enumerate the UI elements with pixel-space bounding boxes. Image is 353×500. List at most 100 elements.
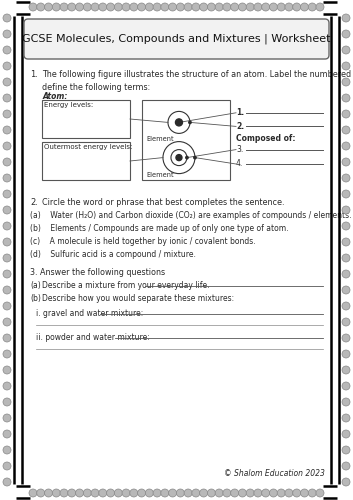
Circle shape (138, 3, 145, 11)
Circle shape (176, 3, 184, 11)
Circle shape (3, 174, 11, 182)
Circle shape (200, 489, 208, 497)
Text: 1.: 1. (30, 70, 38, 79)
Circle shape (231, 489, 239, 497)
Circle shape (342, 414, 350, 422)
Text: 4.: 4. (236, 160, 243, 168)
Circle shape (3, 94, 11, 102)
Circle shape (3, 286, 11, 294)
Circle shape (254, 3, 262, 11)
Circle shape (176, 154, 182, 160)
Circle shape (161, 489, 169, 497)
Circle shape (68, 489, 76, 497)
Circle shape (208, 3, 215, 11)
Circle shape (342, 238, 350, 246)
Text: (a)    Water (H₂O) and Carbon dioxide (CO₂) are examples of compounds / elements: (a) Water (H₂O) and Carbon dioxide (CO₂)… (30, 211, 352, 220)
Text: Energy levels:: Energy levels: (44, 102, 93, 108)
Circle shape (122, 3, 130, 11)
Circle shape (3, 62, 11, 70)
Text: (b): (b) (30, 294, 41, 303)
Circle shape (91, 489, 99, 497)
Text: Outermost energy levels:: Outermost energy levels: (44, 144, 132, 150)
Circle shape (169, 3, 176, 11)
Circle shape (3, 78, 11, 86)
Circle shape (99, 489, 107, 497)
Circle shape (223, 3, 231, 11)
Circle shape (3, 14, 11, 22)
Circle shape (91, 3, 99, 11)
Circle shape (3, 430, 11, 438)
Bar (42, 100, 130, 138)
Circle shape (262, 3, 270, 11)
Text: (a): (a) (30, 281, 41, 290)
Text: 3.: 3. (236, 145, 243, 154)
Circle shape (3, 446, 11, 454)
Circle shape (145, 489, 153, 497)
Circle shape (3, 366, 11, 374)
Circle shape (342, 14, 350, 22)
Text: 2.: 2. (236, 122, 244, 131)
Text: 1.: 1. (236, 108, 244, 118)
Circle shape (3, 238, 11, 246)
Circle shape (300, 489, 309, 497)
Circle shape (300, 3, 309, 11)
Text: Composed of:: Composed of: (236, 134, 295, 143)
Circle shape (114, 3, 122, 11)
Circle shape (3, 478, 11, 486)
Circle shape (3, 318, 11, 326)
Circle shape (3, 206, 11, 214)
Circle shape (3, 270, 11, 278)
Circle shape (3, 254, 11, 262)
Circle shape (277, 489, 285, 497)
Text: GCSE Molecules, Compounds and Mixtures | Worksheet: GCSE Molecules, Compounds and Mixtures |… (22, 34, 331, 44)
Circle shape (161, 3, 169, 11)
Text: (b)    Elements / Compounds are made up of only one type of atom.: (b) Elements / Compounds are made up of … (30, 224, 288, 233)
Circle shape (184, 489, 192, 497)
Circle shape (138, 489, 145, 497)
Text: Element: Element (146, 136, 174, 142)
Text: Element: Element (146, 172, 174, 178)
Circle shape (3, 46, 11, 54)
Circle shape (308, 489, 316, 497)
Circle shape (342, 350, 350, 358)
Text: Describe how you would separate these mixtures:: Describe how you would separate these mi… (42, 294, 234, 303)
Circle shape (44, 3, 53, 11)
Circle shape (342, 430, 350, 438)
Circle shape (200, 3, 208, 11)
Circle shape (130, 3, 138, 11)
Circle shape (208, 489, 215, 497)
Circle shape (169, 489, 176, 497)
Circle shape (342, 462, 350, 470)
Circle shape (3, 414, 11, 422)
Circle shape (308, 3, 316, 11)
Circle shape (37, 489, 45, 497)
Circle shape (342, 382, 350, 390)
Circle shape (37, 3, 45, 11)
Circle shape (342, 158, 350, 166)
Text: i. gravel and water mixture:: i. gravel and water mixture: (36, 309, 143, 318)
Circle shape (194, 156, 196, 159)
Text: Circle the word or phrase that best completes the sentence.: Circle the word or phrase that best comp… (42, 198, 285, 207)
Circle shape (130, 489, 138, 497)
Circle shape (342, 30, 350, 38)
Circle shape (316, 3, 324, 11)
Circle shape (293, 3, 301, 11)
Circle shape (342, 142, 350, 150)
Circle shape (3, 126, 11, 134)
Circle shape (3, 110, 11, 118)
Circle shape (3, 30, 11, 38)
Circle shape (107, 489, 115, 497)
Circle shape (342, 222, 350, 230)
Bar (42, 142, 130, 180)
Circle shape (99, 3, 107, 11)
Circle shape (342, 478, 350, 486)
Circle shape (68, 3, 76, 11)
Circle shape (153, 489, 161, 497)
Circle shape (342, 174, 350, 182)
Circle shape (269, 489, 277, 497)
Circle shape (44, 489, 53, 497)
Circle shape (342, 46, 350, 54)
Circle shape (3, 398, 11, 406)
Circle shape (186, 156, 188, 159)
Circle shape (189, 121, 191, 124)
